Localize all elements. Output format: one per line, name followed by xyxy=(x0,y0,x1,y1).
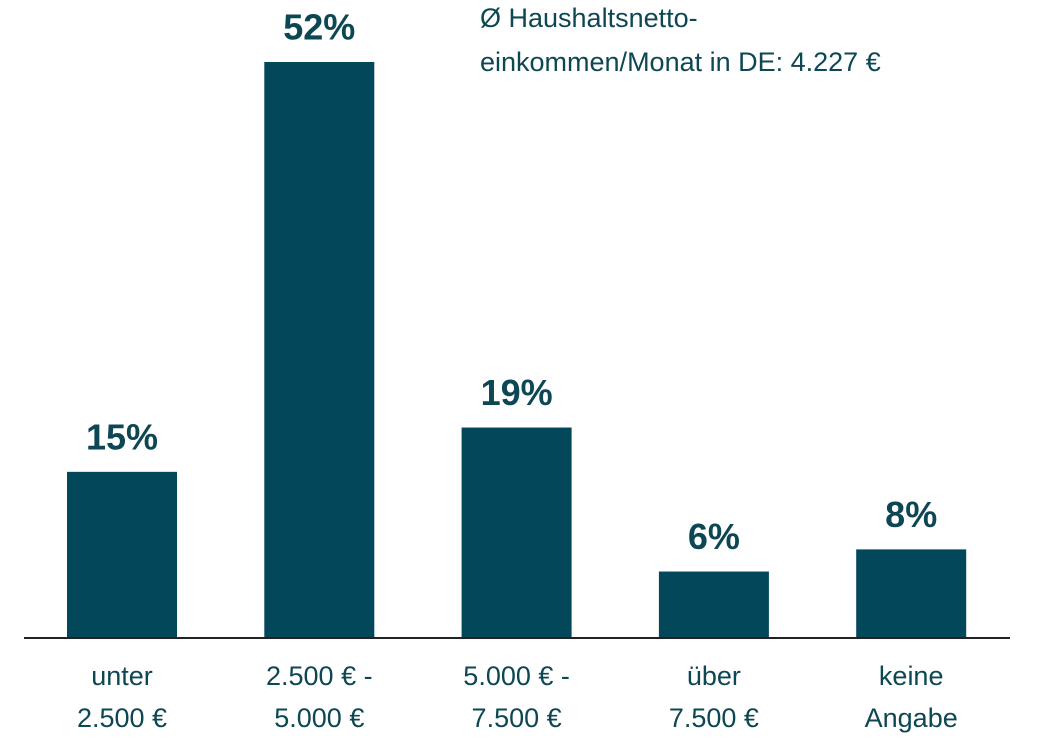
bar xyxy=(264,62,375,638)
bar xyxy=(658,571,769,638)
value-label: 6% xyxy=(688,516,740,557)
x-tick-label: 7.500 € xyxy=(669,703,759,733)
x-tick-label: unter xyxy=(91,661,153,691)
bar xyxy=(461,427,572,638)
annotation: einkommen/Monat in DE: 4.227 € xyxy=(480,47,881,77)
bar xyxy=(856,549,967,638)
x-tick-label: 5.000 € - xyxy=(463,661,570,691)
value-label: 52% xyxy=(283,7,355,48)
value-label: 15% xyxy=(86,416,158,457)
x-tick-label: 2.500 € - xyxy=(266,661,373,691)
value-label: 8% xyxy=(885,494,937,535)
value-label: 19% xyxy=(481,372,553,413)
x-tick-label: Angabe xyxy=(865,703,958,733)
x-tick-label: über xyxy=(687,661,741,691)
x-tick-label: 7.500 € xyxy=(472,703,562,733)
annotation: Ø Haushaltsnetto- xyxy=(480,3,698,33)
x-tick-label: keine xyxy=(879,661,944,691)
bar xyxy=(67,471,177,638)
x-tick-label: 2.500 € xyxy=(77,703,167,733)
x-tick-label: 5.000 € xyxy=(274,703,364,733)
